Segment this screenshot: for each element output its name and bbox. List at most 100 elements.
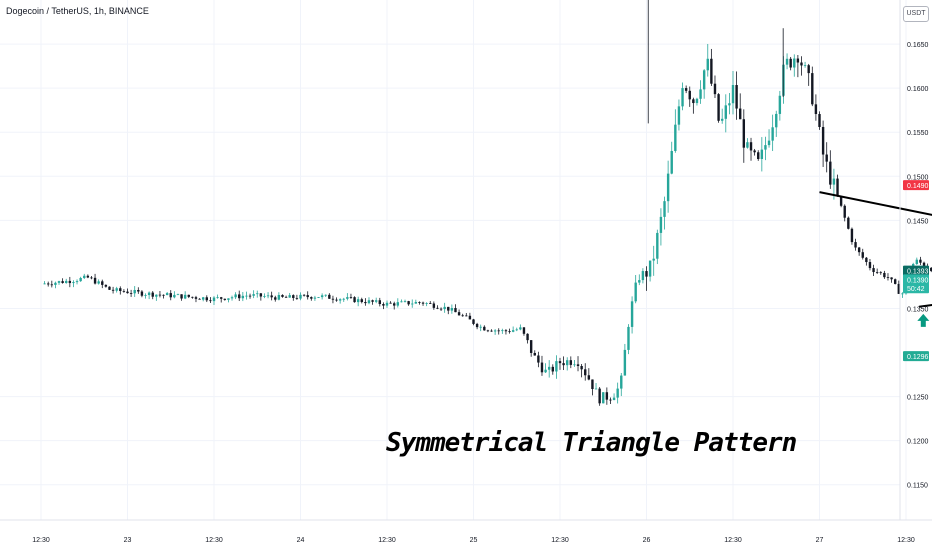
- candle-body: [61, 281, 64, 283]
- price-tick-label: 0.1600: [907, 86, 929, 93]
- candle-body: [490, 330, 493, 332]
- candle-body: [739, 108, 742, 120]
- candle-body: [220, 297, 223, 299]
- candle-body: [598, 388, 601, 404]
- candle-body: [263, 296, 266, 297]
- candle-body: [259, 293, 263, 297]
- candle-body: [573, 364, 576, 366]
- candle-body: [767, 140, 771, 146]
- candle-body: [875, 272, 879, 273]
- candle-body: [511, 330, 515, 332]
- time-tick-label: 27: [816, 537, 824, 544]
- candle-body: [119, 288, 122, 292]
- time-tick-label: 12:30: [378, 537, 396, 544]
- candle-body: [684, 88, 688, 91]
- candle-body: [317, 297, 320, 298]
- resistance-trendline: [819, 191, 932, 216]
- candle-body: [252, 294, 255, 296]
- candle-body: [331, 298, 335, 300]
- candle-body: [274, 297, 277, 300]
- candle-body: [396, 302, 400, 306]
- candle-body: [443, 306, 446, 310]
- candle-body: [785, 58, 789, 65]
- candle-body: [457, 312, 461, 316]
- candle-body: [306, 295, 309, 298]
- candle-body: [248, 295, 252, 297]
- candle-body: [346, 297, 349, 299]
- candle-body: [421, 302, 425, 304]
- candle-body: [468, 315, 472, 320]
- candle-body: [746, 142, 749, 148]
- time-tick-label: 12:30: [551, 537, 569, 544]
- candle-body: [147, 292, 151, 296]
- symbol-title: Dogecoin / TetherUS, 1h, BINANCE: [6, 6, 149, 16]
- candle-body: [241, 295, 245, 299]
- candle-body: [922, 262, 926, 267]
- candle-body: [288, 295, 291, 298]
- price-badge-current: 0.1393: [907, 269, 929, 276]
- candle-body: [173, 294, 176, 298]
- candle-body: [367, 300, 371, 304]
- candle-body: [324, 294, 327, 296]
- price-badge-bg: [903, 180, 929, 191]
- candle-body: [526, 333, 529, 341]
- candle-body: [234, 294, 237, 298]
- candle-body: [407, 301, 410, 305]
- candle-body: [238, 294, 241, 299]
- candle-body: [320, 295, 324, 298]
- candle-body: [270, 295, 273, 298]
- candle-body: [140, 291, 144, 296]
- candle-body: [580, 366, 583, 370]
- price-axis[interactable]: 0.1650 0.1600 0.1550 0.1500 0.1450 0.1350 0.12…: [899, 0, 929, 520]
- price-badge-bg: [903, 283, 929, 294]
- candle-body: [266, 295, 270, 297]
- time-tick-label: 12:30: [205, 537, 223, 544]
- candle-body: [681, 88, 684, 107]
- trend-drawings[interactable]: [819, 191, 932, 333]
- pattern-annotation: Symmetrical Triangle Pattern: [386, 428, 797, 458]
- price-badge-bg: [903, 265, 929, 276]
- price-badge-target: 0.1296: [907, 354, 929, 361]
- candle-body: [584, 369, 587, 376]
- candle-body: [57, 281, 61, 283]
- candle-body: [897, 283, 900, 294]
- candle-body: [793, 58, 796, 68]
- candle-body: [706, 58, 709, 71]
- candle-body: [735, 85, 738, 109]
- candle-body: [602, 392, 605, 404]
- candle-body: [537, 355, 540, 363]
- candle-body: [919, 259, 922, 263]
- candle-body: [778, 95, 782, 114]
- candle-body: [829, 161, 832, 185]
- time-axis[interactable]: 12:30 23 12:30 24 12:30 25 12:30 26 12:30 27 12:30…: [0, 519, 932, 544]
- price-tick-label: 0.1550: [907, 130, 929, 137]
- price-badge-countdown: 50:42: [907, 286, 925, 293]
- candle-body: [230, 297, 234, 299]
- candle-body: [883, 272, 886, 278]
- candle-body: [281, 294, 284, 297]
- currency-button[interactable]: USDT: [903, 6, 929, 22]
- candle-body: [832, 178, 836, 185]
- candle-body: [890, 277, 893, 280]
- candle-body: [295, 297, 299, 299]
- candle-body: [879, 272, 882, 274]
- candle-body: [475, 323, 479, 328]
- candle-body: [674, 124, 677, 151]
- candle-body: [194, 297, 198, 299]
- candle-body: [771, 127, 774, 141]
- price-badge-current_sub: 0.1390: [907, 277, 929, 284]
- candle-body: [378, 300, 381, 305]
- candle-body: [68, 280, 72, 284]
- price-tick-label: 0.1500: [907, 174, 929, 181]
- candle-body: [79, 278, 82, 282]
- candle-body: [717, 94, 720, 121]
- candle-body: [753, 150, 756, 153]
- candle-body: [72, 282, 75, 284]
- candle-body: [652, 258, 655, 261]
- candle-body: [335, 299, 338, 301]
- candle-body: [616, 388, 619, 398]
- candle-body: [122, 291, 126, 292]
- candle-body: [43, 283, 46, 285]
- candle-body: [385, 302, 389, 306]
